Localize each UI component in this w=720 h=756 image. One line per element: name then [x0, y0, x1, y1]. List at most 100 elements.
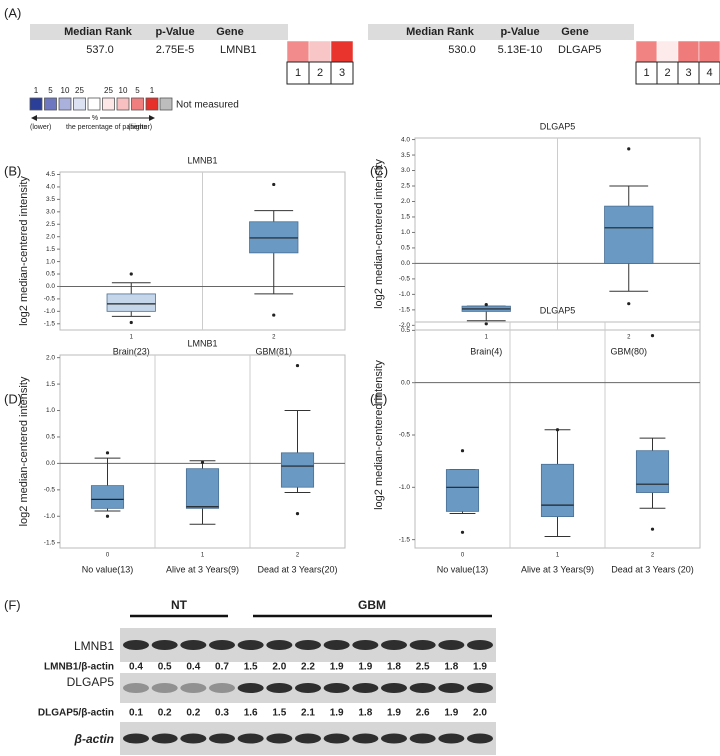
x-tick-label: GBM(81): [255, 346, 292, 356]
blot-band: [123, 640, 149, 650]
blot-band: [438, 640, 465, 650]
category-index: 2: [627, 335, 631, 341]
table-cell: 537.0: [86, 44, 114, 56]
outlier: [295, 363, 300, 368]
y-tick-label: -0.5: [399, 276, 411, 283]
blot-band: [209, 640, 235, 650]
category-index: 1: [485, 335, 489, 341]
ratio-value: 2.0: [272, 662, 286, 673]
legend-higher: (higher): [128, 124, 152, 131]
x-tick-label: Dead at 3 Years(20): [257, 564, 337, 574]
y-tick-label: -0.5: [44, 487, 56, 494]
ratio-value: 1.9: [473, 662, 487, 673]
heat-cell: [656, 40, 679, 63]
panel-label: (D): [4, 391, 22, 406]
blot-band: [295, 733, 321, 744]
panel-label: (E): [370, 391, 387, 406]
y-tick-label: -1.0: [44, 513, 56, 520]
ratio-value: 1.9: [330, 662, 344, 673]
ratio-value: 2.6: [416, 708, 430, 719]
blot-band: [352, 640, 379, 650]
ratio-value: 0.1: [129, 708, 143, 719]
y-tick-label: 0.0: [46, 460, 55, 467]
y-tick-label: 1.5: [401, 214, 410, 221]
panel-label: (F): [4, 597, 21, 612]
y-tick-label: -1.0: [399, 291, 411, 298]
chart-title: LMNB1: [187, 338, 217, 348]
blot-band: [209, 733, 235, 744]
blot-band: [237, 640, 264, 650]
y-tick-label: 0.5: [401, 245, 410, 252]
blot-band: [237, 683, 264, 693]
legend-swatch: [44, 97, 57, 111]
y-tick-label: 2.0: [46, 233, 55, 240]
box: [90, 485, 125, 509]
legend-label: 25: [104, 86, 113, 95]
table-cell: 5.13E-10: [498, 44, 543, 56]
y-tick-label: 2.0: [401, 198, 410, 205]
legend-swatch: [29, 97, 43, 111]
blot-band: [151, 640, 178, 650]
category-index: 2: [272, 335, 276, 341]
legend-label: 5: [135, 86, 140, 95]
box: [106, 293, 156, 312]
legend-swatch: [102, 97, 115, 111]
outlier: [627, 147, 631, 151]
legend-swatch: [145, 97, 159, 111]
blot-band: [381, 640, 407, 650]
table-header: Median Rank: [406, 26, 475, 38]
ratio-value: 0.4: [186, 662, 200, 673]
ratio-value: 0.3: [215, 708, 229, 719]
legend-swatch: [159, 97, 173, 111]
box: [604, 205, 654, 264]
x-tick-label: No value(13): [437, 564, 489, 574]
y-tick-label: 2.0: [46, 354, 55, 361]
legend-caption: the percentage of patients: [66, 124, 147, 131]
y-tick-label: -1.5: [399, 307, 411, 314]
table-header: Gene: [561, 26, 589, 38]
y-tick-label: 1.0: [46, 258, 55, 265]
y-tick-label: 3.5: [401, 152, 410, 159]
legend-label: Not measured: [176, 100, 239, 111]
legend-label: 10: [119, 86, 128, 95]
plot-frame: [59, 354, 346, 549]
blot-band: [151, 683, 178, 693]
blot-label: LMNB1: [74, 639, 114, 653]
y-tick-label: 2.5: [401, 183, 410, 190]
ratio-value: 0.2: [186, 708, 200, 719]
heat-cell: [286, 40, 310, 63]
legend-lower: (lower): [30, 124, 51, 131]
blot-band: [323, 683, 350, 693]
outlier: [105, 451, 110, 455]
category-index: 1: [556, 553, 560, 559]
x-tick-label: Brain(4): [470, 346, 502, 356]
blot-label: β-actin: [74, 732, 114, 746]
y-tick-label: 0.5: [46, 434, 55, 441]
gene-link: DLGAP5: [558, 44, 601, 56]
y-tick-label: 0.0: [46, 283, 55, 290]
blot-band: [438, 683, 465, 693]
blot-band: [323, 640, 350, 650]
outlier: [129, 320, 133, 325]
ratio-value: 2.0: [473, 708, 487, 719]
table-header: Gene: [216, 26, 244, 38]
y-axis-label: log2 median-centered intensity: [18, 176, 30, 326]
ratio-label: LMNB1/β-actin: [44, 662, 114, 673]
table-header: p-Value: [500, 26, 539, 38]
y-tick-label: -0.5: [399, 432, 411, 439]
y-tick-label: 0.0: [401, 260, 410, 267]
category-index: 1: [201, 553, 205, 559]
box: [445, 469, 480, 512]
x-tick-label: Alive at 3 Years(9): [521, 564, 594, 574]
panel-label: (C): [370, 163, 388, 178]
y-tick-label: -1.5: [44, 320, 56, 327]
blot-band: [352, 683, 379, 693]
legend-label: 1: [34, 86, 39, 95]
outlier: [295, 512, 300, 516]
blot-band: [381, 733, 407, 744]
y-tick-label: 2.5: [46, 221, 55, 228]
ratio-value: 1.5: [244, 662, 258, 673]
category-index: 2: [651, 553, 655, 559]
outlier: [272, 182, 276, 187]
